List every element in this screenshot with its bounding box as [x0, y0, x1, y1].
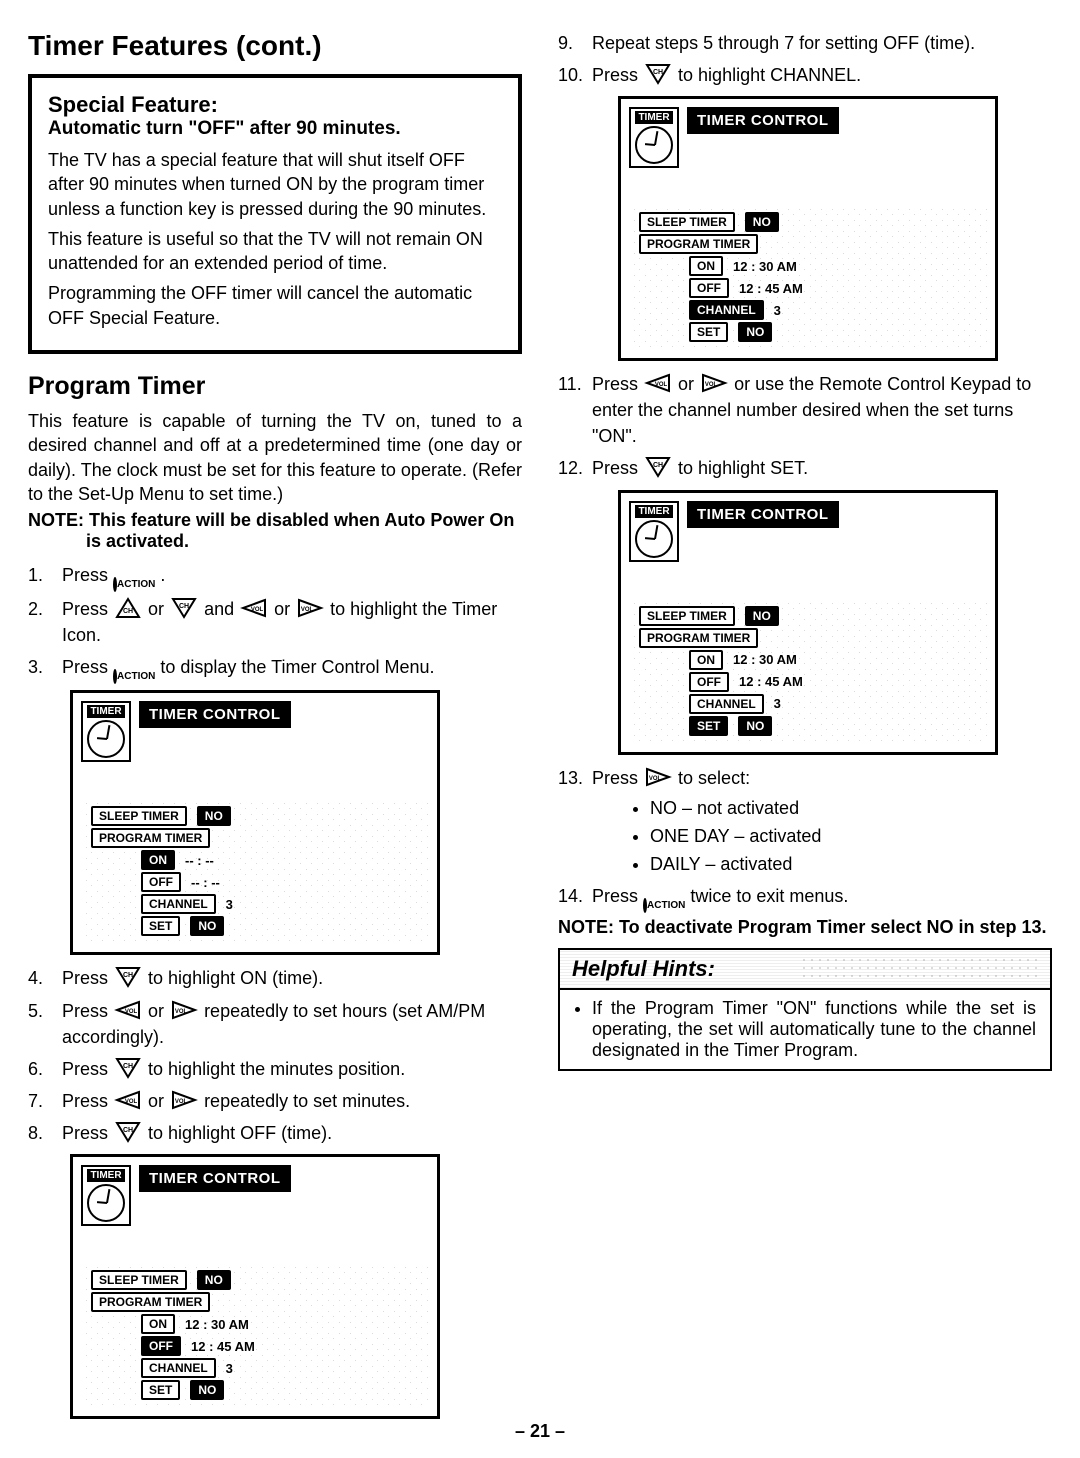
- vol-left-icon: VOL: [239, 597, 269, 619]
- special-feature-title: Special Feature:: [48, 92, 502, 118]
- step-10: Press CH to highlight CHANNEL.: [558, 62, 1052, 88]
- step-7: Press VOL or VOL repeatedly to set minut…: [28, 1088, 522, 1114]
- svg-text:CH: CH: [123, 1063, 133, 1070]
- ch-up-icon: CH: [113, 597, 143, 619]
- svg-text:CH: CH: [653, 462, 663, 469]
- step-1: Press ACTION .: [28, 562, 522, 590]
- step-6: Press CH to highlight the minutes positi…: [28, 1056, 522, 1082]
- opt-no: NO – not activated: [650, 795, 1052, 821]
- steps-list-13to14: Press VOL to select: NO – not activated …: [558, 765, 1052, 911]
- timer-control-label: TIMER CONTROL: [139, 701, 291, 728]
- vol-right-icon: VOL: [643, 766, 673, 788]
- svg-text:CH: CH: [179, 603, 189, 610]
- svg-text:CH: CH: [653, 69, 663, 76]
- special-feature-box: Special Feature: Automatic turn "OFF" af…: [28, 74, 522, 354]
- deactivate-note: NOTE: To deactivate Program Timer select…: [558, 917, 1052, 938]
- vol-right-icon: VOL: [169, 999, 199, 1021]
- special-feature-p3: Programming the OFF timer will cancel th…: [48, 281, 502, 330]
- opt-one-day: ONE DAY – activated: [650, 823, 1052, 849]
- step-13: Press VOL to select: NO – not activated …: [558, 765, 1052, 877]
- ch-down-icon: CH: [169, 597, 199, 619]
- timer-clock-icon: TIMER: [81, 701, 131, 762]
- step-14: Press ACTION twice to exit menus.: [558, 883, 1052, 911]
- timer-control-label: TIMER CONTROL: [687, 107, 839, 134]
- step-12: Press CH to highlight SET.: [558, 455, 1052, 481]
- vol-left-icon: VOL: [113, 1089, 143, 1111]
- steps-list-4to8: Press CH to highlight ON (time). Press V…: [28, 965, 522, 1146]
- ch-down-icon: CH: [643, 456, 673, 478]
- vol-right-icon: VOL: [295, 597, 325, 619]
- steps-list-9to10: Repeat steps 5 through 7 for setting OFF…: [558, 30, 1052, 88]
- helpful-hints-item: If the Program Timer "ON" functions whil…: [592, 998, 1036, 1061]
- svg-text:CH: CH: [123, 608, 133, 615]
- timer-clock-icon: TIMER: [629, 501, 679, 562]
- svg-text:VOL: VOL: [175, 1009, 188, 1015]
- helpful-hints-box: Helpful Hints: If the Program Timer "ON"…: [558, 948, 1052, 1071]
- helpful-hints-title: Helpful Hints:: [560, 950, 1050, 990]
- svg-text:VOL: VOL: [655, 382, 668, 388]
- action-icon: ACTION: [643, 901, 685, 911]
- svg-text:VOL: VOL: [705, 382, 718, 388]
- step-2: Press CH or CH and VOL or VOL to highlig…: [28, 596, 522, 648]
- timer-clock-icon: TIMER: [629, 107, 679, 168]
- vol-left-icon: VOL: [113, 999, 143, 1021]
- timer-control-label: TIMER CONTROL: [139, 1165, 291, 1192]
- page-heading: Timer Features (cont.): [28, 30, 522, 62]
- action-icon: ACTION: [113, 672, 155, 682]
- timer-screen-3: TIMER TIMER CONTROL SLEEP TIMERNO PROGRA…: [618, 96, 998, 361]
- step-4: Press CH to highlight ON (time).: [28, 965, 522, 991]
- svg-text:CH: CH: [123, 1127, 133, 1134]
- step-5: Press VOL or VOL repeatedly to set hours…: [28, 998, 522, 1050]
- ch-down-icon: CH: [113, 1121, 143, 1143]
- timer-screen-1: TIMER TIMER CONTROL SLEEP TIMERNO PROGRA…: [70, 690, 440, 955]
- ch-down-icon: CH: [113, 966, 143, 988]
- step-13-options: NO – not activated ONE DAY – activated D…: [650, 795, 1052, 877]
- vol-right-icon: VOL: [699, 372, 729, 394]
- svg-text:CH: CH: [123, 972, 133, 979]
- step-3: Press ACTION to display the Timer Contro…: [28, 654, 522, 682]
- timer-control-label: TIMER CONTROL: [687, 501, 839, 528]
- svg-text:VOL: VOL: [301, 607, 314, 613]
- program-timer-body: This feature is capable of turning the T…: [28, 409, 522, 506]
- special-feature-subtitle: Automatic turn "OFF" after 90 minutes.: [48, 118, 502, 140]
- program-timer-heading: Program Timer: [28, 372, 522, 401]
- svg-text:VOL: VOL: [251, 607, 264, 613]
- vol-right-icon: VOL: [169, 1089, 199, 1111]
- program-timer-note: NOTE: This feature will be disabled when…: [28, 510, 522, 552]
- svg-text:VOL: VOL: [649, 776, 662, 782]
- steps-list-11to12: Press VOL or VOL or use the Remote Contr…: [558, 371, 1052, 481]
- page-number: – 21 –: [0, 1421, 1080, 1442]
- special-feature-p2: This feature is useful so that the TV wi…: [48, 227, 502, 276]
- timer-screen-4: TIMER TIMER CONTROL SLEEP TIMERNO PROGRA…: [618, 490, 998, 755]
- svg-text:VOL: VOL: [125, 1009, 138, 1015]
- ch-down-icon: CH: [113, 1057, 143, 1079]
- special-feature-p1: The TV has a special feature that will s…: [48, 148, 502, 221]
- timer-screen-2: TIMER TIMER CONTROL SLEEP TIMERNO PROGRA…: [70, 1154, 440, 1419]
- step-11: Press VOL or VOL or use the Remote Contr…: [558, 371, 1052, 449]
- step-8: Press CH to highlight OFF (time).: [28, 1120, 522, 1146]
- timer-clock-icon: TIMER: [81, 1165, 131, 1226]
- action-icon: ACTION: [113, 580, 155, 590]
- ch-down-icon: CH: [643, 63, 673, 85]
- vol-left-icon: VOL: [643, 372, 673, 394]
- step-9: Repeat steps 5 through 7 for setting OFF…: [558, 30, 1052, 56]
- svg-text:VOL: VOL: [125, 1099, 138, 1105]
- steps-list-1to8: Press ACTION . Press CH or CH and VOL or…: [28, 562, 522, 682]
- opt-daily: DAILY – activated: [650, 851, 1052, 877]
- svg-text:VOL: VOL: [175, 1099, 188, 1105]
